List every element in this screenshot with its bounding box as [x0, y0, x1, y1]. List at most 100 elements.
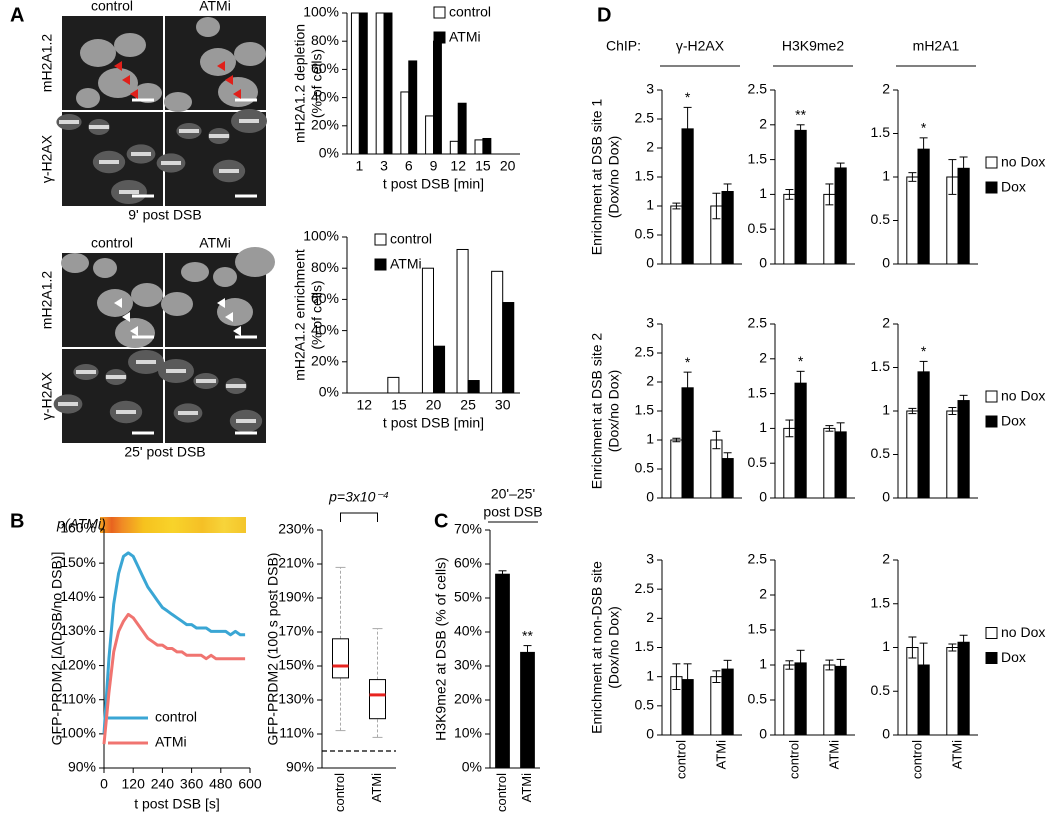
damage-stripe	[131, 152, 151, 156]
bar	[721, 191, 734, 265]
damage-stripe	[136, 360, 156, 364]
bar	[823, 427, 836, 499]
x-tick-label: 240	[151, 776, 175, 792]
y-tick-label: 100%	[303, 228, 339, 244]
y-tick-label: 1	[882, 402, 890, 418]
damage-stripe	[236, 419, 256, 423]
chip-label: ChIP:	[606, 38, 641, 54]
arrowhead	[233, 326, 241, 336]
y-tick-label: 1	[759, 656, 767, 672]
significance: *	[685, 354, 691, 370]
nucleus	[235, 247, 275, 277]
x-tick-label: 120	[122, 776, 146, 792]
chart-title: H3K9me2	[782, 38, 844, 54]
bar	[474, 139, 484, 155]
x-tick-label: 360	[180, 776, 204, 792]
panel-letter: B	[10, 510, 24, 532]
x-axis-label: t post DSB [s]	[134, 796, 220, 812]
arrowhead	[217, 61, 225, 71]
nucleus	[131, 283, 163, 307]
y-tick-label: 1.5	[748, 384, 768, 400]
y-tick-label: 2	[646, 373, 654, 389]
arrowhead	[122, 312, 130, 322]
damage-stripe	[119, 190, 139, 194]
legend-label: no Dox	[1001, 624, 1045, 640]
nucleus	[234, 42, 266, 66]
y-tick-label: 110%	[279, 725, 314, 741]
bar	[834, 665, 847, 736]
x-tick-label: 12	[450, 158, 466, 174]
line-series	[102, 551, 246, 734]
y-axis-label: Enrichment at DSB site 2	[589, 333, 605, 490]
x-tick-label: 600	[238, 776, 262, 792]
y-tick-label: 0.5	[748, 454, 768, 470]
y-tick-label: 0	[759, 489, 767, 505]
bar	[957, 167, 970, 265]
y-tick-label: 80%	[311, 32, 339, 48]
nucleus	[161, 292, 193, 316]
y-tick-label: 0	[646, 255, 654, 271]
bar	[906, 410, 919, 499]
y-tick-label: 0.5	[635, 697, 655, 713]
damage-stripe	[226, 384, 246, 388]
nucleus	[181, 262, 209, 282]
bar	[482, 137, 492, 155]
y-tick-label: 210%	[278, 555, 314, 571]
y-tick-label: 2.5	[635, 344, 655, 360]
y-tick-label: 20%	[311, 117, 339, 133]
nucleus	[76, 88, 100, 108]
nucleus	[114, 33, 146, 57]
nucleus	[98, 68, 138, 98]
y-tick-label: 0	[882, 726, 890, 742]
legend-label: no Dox	[1001, 388, 1045, 404]
y-tick-label: 0	[759, 726, 767, 742]
bar	[350, 12, 360, 155]
damage-stripe	[99, 160, 119, 164]
nucleus	[80, 39, 116, 67]
x-tick-label: control	[673, 740, 688, 779]
bar	[957, 400, 970, 499]
image-column-label: control	[91, 235, 133, 251]
y-tick-label: 20%	[311, 353, 339, 369]
strip-label: p(ATMi)	[56, 516, 106, 532]
y-tick-label: 0	[882, 489, 890, 505]
y-tick-label: 2	[759, 350, 767, 366]
chart-title: γ-H2AX	[676, 38, 725, 54]
y-tick-label: 70%	[454, 521, 482, 537]
damage-stripe	[196, 379, 216, 383]
y-tick-label: 40%	[454, 623, 482, 639]
y-tick-label: 1	[646, 431, 654, 447]
damage-stripe	[116, 410, 136, 414]
x-tick-label: ATMi	[826, 740, 841, 769]
panel-letter: A	[10, 4, 24, 26]
image-caption: 9' post DSB	[128, 207, 202, 223]
y-tick-label: 90%	[286, 759, 314, 775]
bar	[375, 12, 385, 155]
y-tick-label: 0.5	[871, 211, 891, 227]
nucleus	[134, 83, 162, 103]
legend-label: no Dox	[1001, 154, 1045, 170]
y-tick-label: 2	[882, 81, 890, 97]
y-tick-label: 2	[759, 116, 767, 132]
x-tick-label: ATMi	[519, 773, 534, 802]
arrowhead	[225, 75, 233, 85]
nucleus	[196, 17, 220, 37]
damage-stripe	[161, 161, 181, 165]
x-axis-label: t post DSB [min]	[383, 176, 484, 192]
image-row-label: γ-H2AX	[39, 371, 55, 420]
y-tick-label: 1.5	[748, 150, 768, 166]
damage-stripe	[209, 134, 229, 138]
bar	[421, 267, 435, 394]
x-tick-label: 12	[357, 397, 373, 413]
y-tick-label: 60%	[311, 290, 339, 306]
box	[369, 679, 386, 720]
y-axis-label: (Dox/no Dox)	[606, 606, 622, 688]
y-axis-label: (Dox/no Dox)	[606, 370, 622, 452]
legend-label: control	[390, 231, 432, 247]
nucleus	[200, 48, 236, 76]
chart-title: post DSB	[483, 504, 542, 520]
x-tick-label: control	[786, 740, 801, 779]
y-axis-label: mH2A1.2 enrichment	[292, 249, 308, 381]
bar	[467, 380, 480, 394]
